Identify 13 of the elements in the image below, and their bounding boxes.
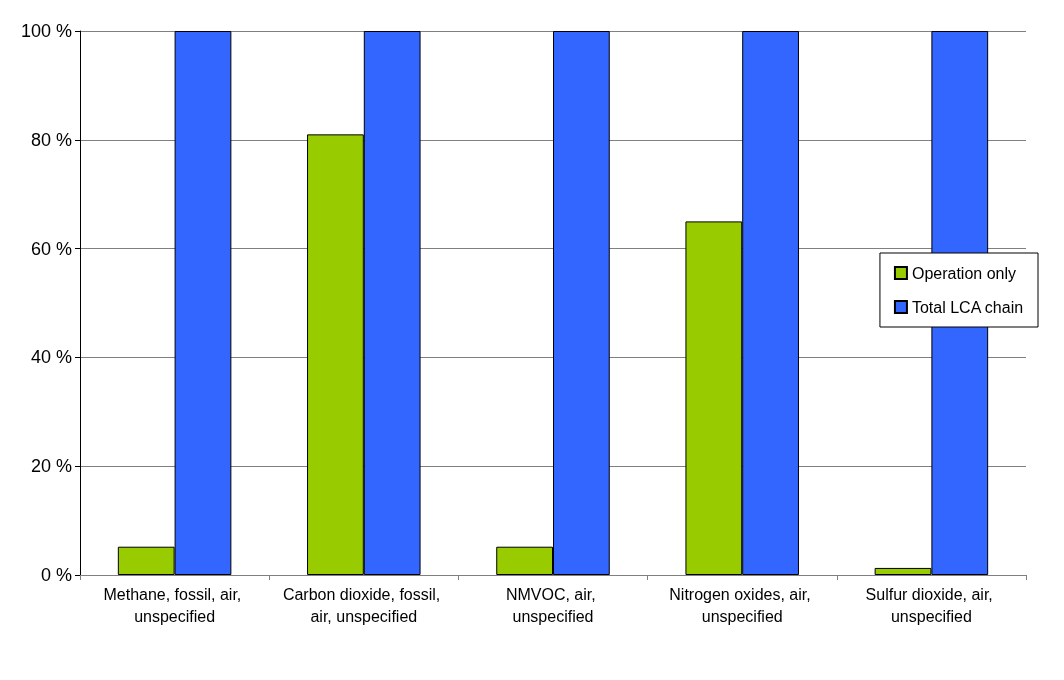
- y-tick-label: 100 %: [20, 21, 72, 41]
- x-tick-label: Carbon dioxide, fossil, air, unspecified: [282, 585, 445, 625]
- x-tick-label: Nitrogen oxides, air, unspecified: [669, 585, 816, 625]
- y-tick-label: 20 %: [30, 456, 72, 477]
- x-tick-label: NMVOC, air, unspecified: [505, 585, 601, 625]
- y-tick-label: 40 %: [30, 347, 72, 368]
- y-tick-label: 80 %: [30, 129, 72, 150]
- legend-label: Total LCA chain: [911, 298, 1024, 316]
- y-tick-label: 60 %: [30, 238, 72, 259]
- x-tick-label: Methane, fossil, air, unspecified: [103, 585, 246, 625]
- x-tick-label: Sulfur dioxide, air, unspecified: [865, 585, 998, 625]
- legend-label: Operation only: [911, 264, 1016, 282]
- y-tick-label: 0 %: [40, 565, 72, 585]
